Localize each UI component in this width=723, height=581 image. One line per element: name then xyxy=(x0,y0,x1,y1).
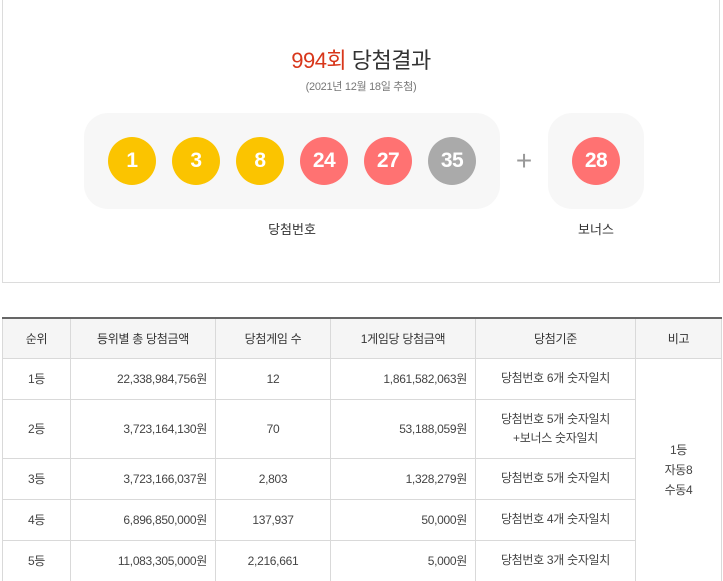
rank-cell: 5등 xyxy=(2,539,71,581)
bonus-number-panel: 28 xyxy=(548,113,644,209)
note-line: 자동8 xyxy=(664,462,693,477)
col-header-criteria: 당첨기준 xyxy=(475,317,636,359)
criteria-cell: 당첨번호 5개 숫자일치 xyxy=(475,457,636,500)
table-row: 3등 3,723,166,037원 2,803 1,328,279원 당첨번호 … xyxy=(2,457,722,500)
rank-cell: 2등 xyxy=(2,398,71,459)
draw-date: (2021년 12월 18일 추첨) xyxy=(305,81,417,93)
winning-ball: 35 xyxy=(428,137,476,185)
col-header-winning-games: 당첨게임 수 xyxy=(215,317,331,359)
table-row: 4등 6,896,850,000원 137,937 50,000원 당첨번호 4… xyxy=(2,498,722,541)
criteria-cell: 당첨번호 3개 숫자일치 xyxy=(475,539,636,581)
winning-numbers-caption: 당첨번호 xyxy=(268,222,316,237)
total-amount-cell: 6,896,850,000원 xyxy=(70,498,216,541)
col-header-per-game-amount: 1게임당 당첨금액 xyxy=(330,317,476,359)
winning-games-cell: 70 xyxy=(215,398,331,459)
per-game-amount-cell: 5,000원 xyxy=(330,539,476,581)
table-row: 1등 22,338,984,756원 12 1,861,582,063원 당첨번… xyxy=(2,357,722,581)
table-row: 2등 3,723,164,130원 70 53,188,059원 당첨번호 5개… xyxy=(2,398,722,459)
criteria-text: 당첨번호 5개 숫자일치 xyxy=(500,471,611,485)
criteria-text: 당첨번호 6개 숫자일치 xyxy=(500,371,611,385)
per-game-amount-cell: 50,000원 xyxy=(330,498,476,541)
col-header-rank: 순위 xyxy=(2,317,71,359)
winning-ball: 27 xyxy=(364,137,412,185)
col-header-note: 비고 xyxy=(635,317,722,359)
round-number: 994회 xyxy=(291,48,347,73)
note-line: 수동4 xyxy=(664,482,693,497)
bonus-caption: 보너스 xyxy=(578,222,614,237)
per-game-amount-cell: 1,861,582,063원 xyxy=(330,357,476,400)
winning-games-cell: 2,803 xyxy=(215,457,331,500)
page-title: 994회 당첨결과 xyxy=(3,43,719,75)
winning-games-cell: 137,937 xyxy=(215,498,331,541)
winning-ball: 24 xyxy=(300,137,348,185)
total-amount-cell: 11,083,305,000원 xyxy=(70,539,216,581)
per-game-amount-cell: 53,188,059원 xyxy=(330,398,476,459)
table-row: 5등 11,083,305,000원 2,216,661 5,000원 당첨번호… xyxy=(2,539,722,581)
rank-cell: 3등 xyxy=(2,457,71,500)
rank-cell: 1등 xyxy=(2,357,71,400)
winning-ball: 3 xyxy=(172,137,220,185)
criteria-text-bonus: +보너스 숫자일치 xyxy=(513,430,598,445)
criteria-cell: 당첨번호 6개 숫자일치 xyxy=(475,357,636,400)
winning-games-cell: 12 xyxy=(215,357,331,400)
criteria-cell: 당첨번호 5개 숫자일치 +보너스 숫자일치 xyxy=(475,398,636,459)
col-header-total-amount: 등위별 총 당첨금액 xyxy=(70,317,216,359)
plus-icon: + xyxy=(515,145,533,176)
table-header-row: 순위 등위별 총 당첨금액 당첨게임 수 1게임당 당첨금액 당첨기준 비고 xyxy=(2,317,722,359)
criteria-cell: 당첨번호 4개 숫자일치 xyxy=(475,498,636,541)
draw-result-panel: 994회 당첨결과 (2021년 12월 18일 추첨) 1 3 8 24 27… xyxy=(2,0,720,283)
criteria-text: 당첨번호 5개 숫자일치 xyxy=(500,411,611,426)
note-line: 1등 xyxy=(669,442,688,457)
total-amount-cell: 3,723,166,037원 xyxy=(70,457,216,500)
total-amount-cell: 22,338,984,756원 xyxy=(70,357,216,400)
title-text: 당첨결과 xyxy=(351,48,431,73)
rank-cell: 4등 xyxy=(2,498,71,541)
total-amount-cell: 3,723,164,130원 xyxy=(70,398,216,459)
note-cell: 1등 자동8 수동4 xyxy=(635,357,722,581)
winning-games-cell: 2,216,661 xyxy=(215,539,331,581)
per-game-amount-cell: 1,328,279원 xyxy=(330,457,476,500)
prize-table: 순위 등위별 총 당첨금액 당첨게임 수 1게임당 당첨금액 당첨기준 비고 1… xyxy=(2,317,722,581)
winning-numbers-panel: 1 3 8 24 27 35 xyxy=(84,113,500,209)
criteria-text: 당첨번호 3개 숫자일치 xyxy=(500,553,611,567)
criteria-text: 당첨번호 4개 숫자일치 xyxy=(500,512,611,526)
bonus-ball: 28 xyxy=(572,137,620,185)
winning-ball: 1 xyxy=(108,137,156,185)
winning-ball: 8 xyxy=(236,137,284,185)
